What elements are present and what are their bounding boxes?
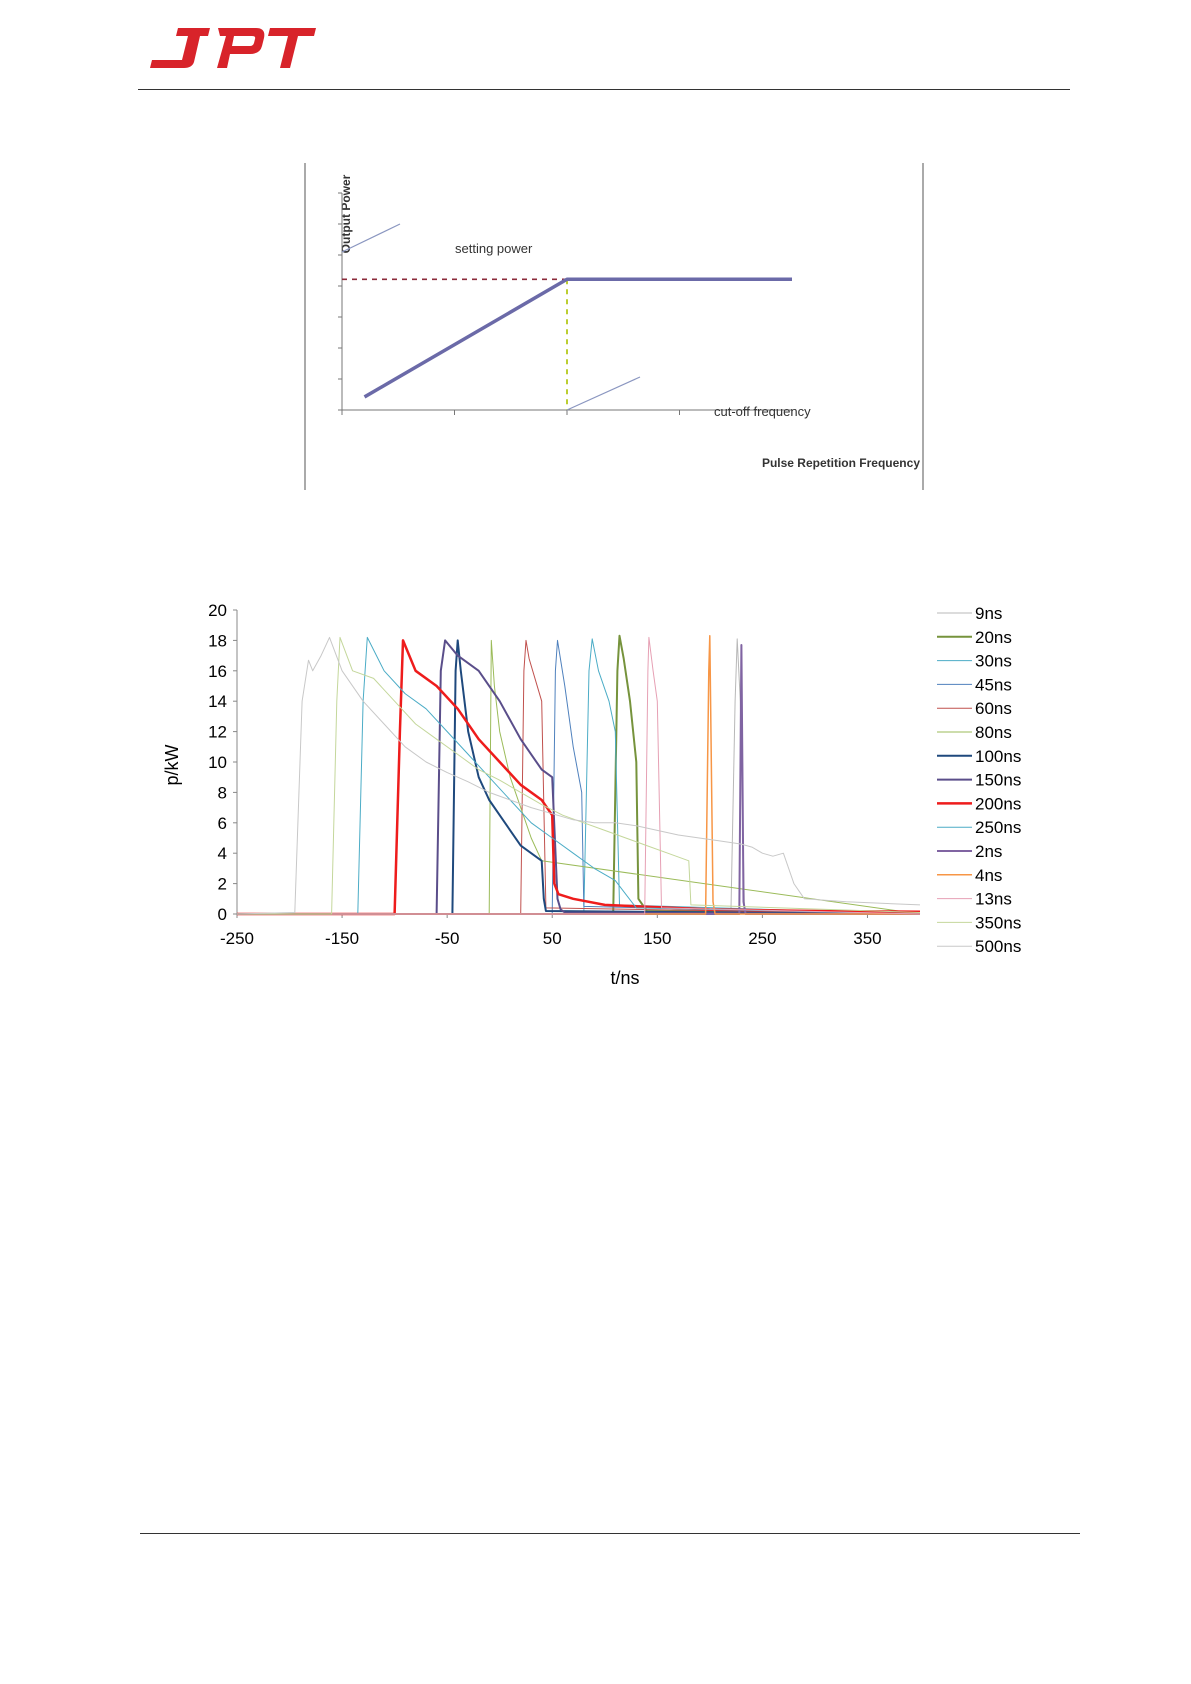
y-tick-label: 20 xyxy=(208,601,227,620)
y-tick-label: 10 xyxy=(208,753,227,772)
setting-power-annotation: setting power xyxy=(455,241,533,256)
legend-label-45ns: 45ns xyxy=(975,675,1012,694)
y-tick-label: 12 xyxy=(208,723,227,742)
y-tick-label: 18 xyxy=(208,631,227,650)
series-line-13ns xyxy=(237,636,921,915)
series-line-4ns xyxy=(237,635,920,915)
setting-power-callout xyxy=(341,223,401,253)
output-power-chart: Output Power Pulse Repetition Frequency … xyxy=(304,163,924,490)
legend-label-13ns: 13ns xyxy=(975,890,1012,909)
legend-label-30ns: 30ns xyxy=(975,652,1012,671)
series-line-250ns xyxy=(237,636,921,915)
y-tick-label: 4 xyxy=(218,844,227,863)
header-rule xyxy=(138,89,1070,90)
series-line-200ns xyxy=(237,639,921,916)
legend-label-150ns: 150ns xyxy=(975,771,1021,790)
legend-label-20ns: 20ns xyxy=(975,628,1012,647)
jpt-logo xyxy=(150,28,316,68)
x-tick-label: 350 xyxy=(853,929,881,948)
y-tick-label: 14 xyxy=(208,692,227,711)
legend-label-200ns: 200ns xyxy=(975,794,1021,813)
legend-label-60ns: 60ns xyxy=(975,699,1012,718)
series-line-350ns xyxy=(237,636,921,915)
legend-label-250ns: 250ns xyxy=(975,818,1021,837)
y-tick-label: 0 xyxy=(218,905,227,924)
series-line-20ns xyxy=(237,634,921,915)
x-axis-label: t/ns xyxy=(610,968,639,988)
x-tick-label: 150 xyxy=(643,929,671,948)
series-line-150ns xyxy=(237,639,921,915)
legend-label-500ns: 500ns xyxy=(975,937,1021,956)
series-line-30ns xyxy=(237,638,921,915)
series-line-500ns xyxy=(236,636,921,915)
legend-label-2ns: 2ns xyxy=(975,842,1002,861)
x-tick-label: 250 xyxy=(748,929,776,948)
y-axis-label: p/kW xyxy=(162,744,182,785)
legend-label-350ns: 350ns xyxy=(975,913,1021,932)
output-power-series xyxy=(363,277,792,399)
y-tick-label: 16 xyxy=(208,662,227,681)
y-tick-label: 8 xyxy=(218,783,227,802)
series-line-2ns xyxy=(237,644,920,915)
legend-label-100ns: 100ns xyxy=(975,747,1021,766)
y-tick-label: 2 xyxy=(218,875,227,894)
x-tick-label: 50 xyxy=(543,929,562,948)
footer-rule xyxy=(140,1533,1080,1534)
legend-label-9ns: 9ns xyxy=(975,604,1002,623)
legend-label-4ns: 4ns xyxy=(975,866,1002,885)
y-tick-label: 6 xyxy=(218,814,227,833)
x-axis-label: Pulse Repetition Frequency xyxy=(762,456,920,470)
x-tick-label: -250 xyxy=(220,929,254,948)
series-line-45ns xyxy=(237,639,921,915)
series-line-80ns xyxy=(237,639,921,915)
series-line-60ns xyxy=(237,639,921,915)
cut-off-frequency-annotation: cut-off frequency xyxy=(714,404,811,419)
legend-label-80ns: 80ns xyxy=(975,723,1012,742)
x-tick-label: -50 xyxy=(435,929,460,948)
cut-off-frequency-callout xyxy=(566,376,641,411)
x-tick-label: -150 xyxy=(325,929,359,948)
y-axis-label: Output Power xyxy=(339,174,353,253)
